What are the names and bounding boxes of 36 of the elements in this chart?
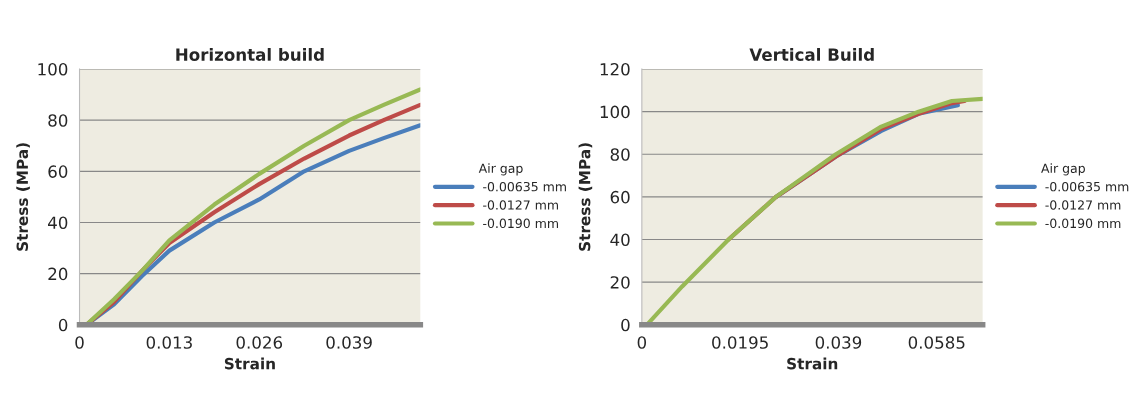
y-tick-label: 100 [38, 62, 68, 76]
x-tick-label: 0.0195 [712, 336, 768, 349]
y-tick-label: 100 [600, 105, 630, 119]
x-tick-label: 0.013 [146, 336, 192, 349]
x-tick-label: 0.0585 [908, 336, 965, 349]
x-tick-label: 0.039 [326, 336, 372, 349]
y-tick-label: 60 [610, 190, 630, 204]
x-tick-label: 0 [75, 336, 84, 349]
legend-label: -0.0190 mm [1045, 218, 1121, 229]
line-series [644, 96, 983, 325]
x-axis-title: Strain [224, 357, 275, 370]
y-tick-label: 120 [600, 62, 630, 76]
y-axis-title: Stress (MPa) [16, 143, 30, 251]
x-axis-title: Strain [787, 357, 838, 370]
y-tick-label: 0 [621, 318, 630, 332]
x-tick-label: 0.039 [815, 336, 862, 349]
y-axis-title: Stress (MPa) [578, 143, 593, 251]
legend-label: -0.00635 mm [1045, 181, 1129, 192]
x-tick-label: 0 [637, 336, 647, 349]
legend-label: -0.00635 mm [483, 181, 566, 192]
y-tick-label: 40 [48, 216, 68, 230]
y-tick-label: 80 [610, 148, 630, 161]
legend-title: Air gap [478, 163, 523, 176]
y-tick-label: 60 [48, 165, 68, 178]
chart-title: Horizontal build [176, 48, 324, 61]
y-tick-label: 0 [58, 318, 68, 332]
y-tick-label: 40 [610, 233, 630, 247]
y-tick-label: 20 [610, 276, 630, 289]
legend-title: Air gap [1041, 163, 1085, 176]
legend-label: -0.0127 mm [483, 200, 558, 210]
chart-title: Vertical Build [749, 48, 874, 61]
legend-label: -0.0127 mm [1045, 200, 1121, 210]
x-tick-label: 0.026 [236, 336, 283, 349]
y-tick-label: 80 [48, 114, 68, 127]
legend-label: -0.0190 mm [483, 218, 558, 229]
y-tick-label: 20 [48, 267, 68, 281]
